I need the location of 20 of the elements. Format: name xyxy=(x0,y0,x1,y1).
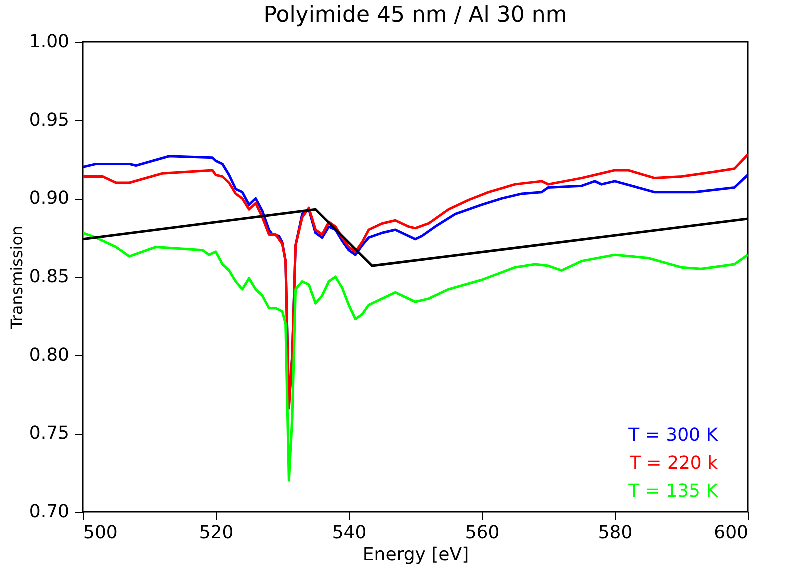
x-tick-label: 540 xyxy=(332,522,367,544)
y-tick-label: 0.75 xyxy=(29,423,70,444)
text: T = 300 K xyxy=(628,425,720,446)
text: T = 220 k xyxy=(628,453,719,474)
x-tick-label: 520 xyxy=(199,522,234,544)
line-series xyxy=(83,232,748,482)
x-tick-label: 580 xyxy=(598,522,633,544)
y-tick-label: 1.00 xyxy=(29,32,70,52)
y-tick-label: 0.90 xyxy=(29,188,70,210)
y-tick-label: 0.85 xyxy=(29,266,70,288)
y-tick-label: 0.70 xyxy=(29,502,70,522)
y-tick-label: 0.95 xyxy=(29,110,70,131)
x-axis-title: Energy [eV] xyxy=(362,544,470,566)
chart-title: Polyimide 45 nm / Al 30 nm xyxy=(264,3,568,28)
x-tick-label: 500 xyxy=(84,522,118,544)
y-tick-label: 0.80 xyxy=(29,344,70,366)
x-tick-label: 600 xyxy=(714,522,748,544)
y-axis-title: Transmission xyxy=(7,226,26,330)
x-tick-label: 560 xyxy=(465,522,500,544)
text: T = 135 K xyxy=(628,481,720,502)
